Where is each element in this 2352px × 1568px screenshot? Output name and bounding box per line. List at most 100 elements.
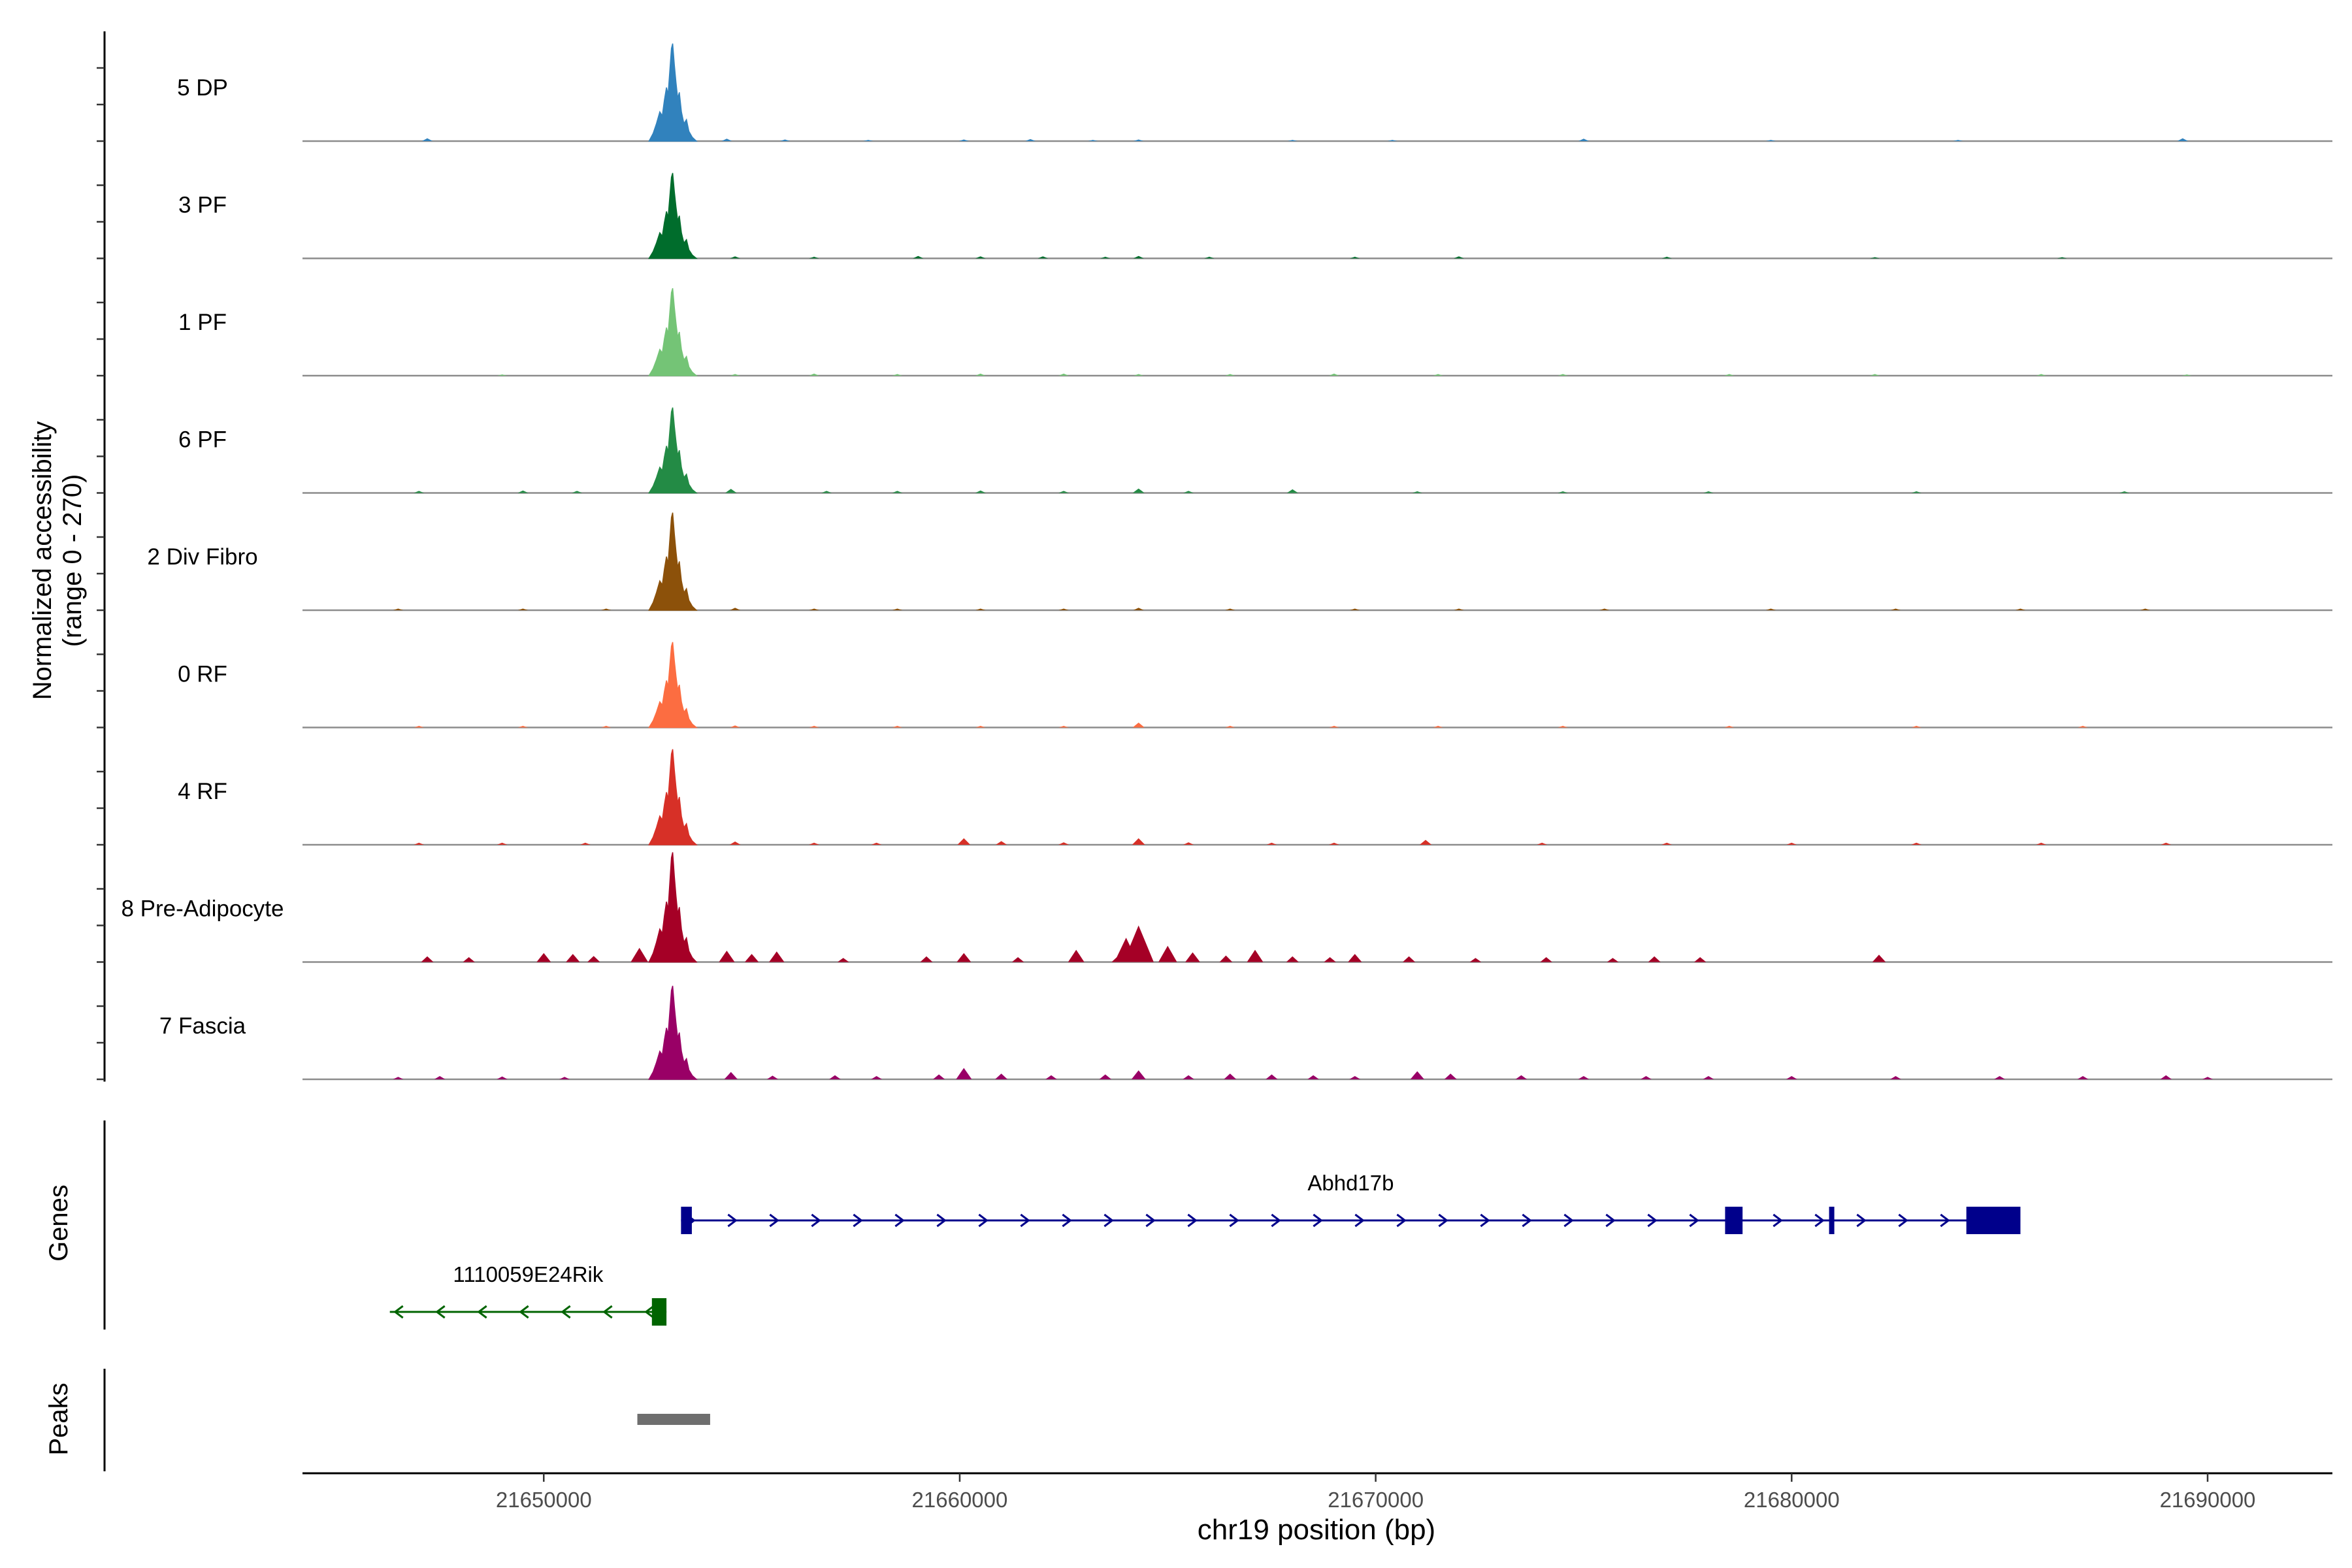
exon [681,1207,692,1234]
coverage-bump [892,726,903,728]
coverage-bump [809,842,819,845]
coverage-bump [517,608,529,610]
coverage-bump [2015,608,2026,610]
coverage-bump [1132,488,1145,493]
coverage-bump [1410,1071,1424,1079]
coverage-bump [414,491,425,493]
coverage-bump [725,489,737,493]
coverage-bump [1058,491,1069,493]
coverage-bump [996,841,1007,845]
coverage-bump [1641,1076,1652,1079]
coverage-bump [1454,256,1464,259]
coverage-bump [2140,608,2151,610]
strand-arrow [1313,1213,1323,1228]
coverage-bump [566,954,580,962]
coverage-bump [517,490,529,493]
coverage-bump [1058,842,1070,845]
strand-arrow [811,1213,821,1228]
track-label: 2 Div Fibro [147,544,257,570]
coverage-bump [497,374,508,376]
track-6-pf: 6 PF [178,407,2332,494]
coverage-bump [1329,842,1339,845]
coverage-bump [1703,1076,1714,1079]
coverage-bump [1266,1074,1278,1079]
track-8-pre-adipocyte: 8 Pre-Adipocyte [121,852,2332,963]
coverage-bump [1537,842,1548,845]
coverage-bump [730,608,741,610]
strand-arrow [1062,1213,1072,1228]
coverage-bump [1786,842,1797,845]
x-tick-label: 21670000 [1328,1488,1424,1512]
strand-arrow [435,1305,446,1319]
main-peak [648,852,698,963]
coverage-bump [809,608,819,610]
coverage-bump [1786,1076,1797,1079]
x-tick-label: 21660000 [912,1488,1008,1512]
coverage-bump [1433,726,1443,728]
coverage-bump [1185,952,1200,962]
coverage-bump [414,726,424,728]
coverage-bump [1515,1075,1527,1079]
exon [651,1298,667,1326]
coverage-bump [1578,1076,1590,1079]
coverage-bump [1134,374,1144,376]
coverage-bump [719,951,735,962]
gene-label: Abhd17b [1307,1171,1394,1195]
coverage-bump [779,139,791,141]
coverage-bump [1558,374,1568,376]
coverage-bump [1247,949,1264,962]
main-peak [648,985,698,1080]
coverage-bump [1869,374,1880,376]
coverage-bump [863,140,874,141]
coverage-bump [580,842,591,845]
coverage-bump [1890,1076,1901,1079]
coverage-bump [1558,726,1568,728]
track-4-rf: 4 RF [178,749,2332,846]
main-peak [648,512,698,611]
peak-region [637,1414,710,1425]
strand-arrow [1354,1213,1365,1228]
coverage-bump [1025,139,1036,141]
strand-arrow [936,1213,947,1228]
coverage-bump [871,842,882,845]
exon [1829,1207,1835,1234]
track-label: 1 PF [178,310,227,335]
coverage-bump [463,957,475,962]
coverage-bump [1558,491,1568,493]
track-label: 4 RF [178,779,227,804]
strand-arrow [1396,1213,1407,1228]
coverage-bump [1350,257,1360,259]
gene-1110059e24rik: 1110059E24Rik [389,1262,667,1326]
peaks-panel-title: Peaks [44,1382,73,1455]
coverage-bump [1058,608,1069,610]
strand-arrow [1940,1213,1950,1228]
coverage-bump [1387,140,1397,141]
coverage-bump [1133,608,1144,610]
coverage-bump [1724,726,1735,728]
coverage-bump [1058,373,1069,376]
coverage-bump [933,1074,945,1079]
coverage-bump [1350,608,1360,610]
coverage-bump [809,373,819,376]
coverage-bump [1037,256,1049,259]
track-label: 8 Pre-Adipocyte [121,896,284,922]
track-5-dp: 5 DP [177,43,2332,142]
coverage-bump [729,841,741,845]
strand-arrow [393,1305,404,1319]
coverage-bump [769,951,785,962]
coverage-bump [414,842,425,845]
track-0-rf: 0 RF [178,642,2332,728]
coverage-bump [601,608,612,610]
strand-arrow [1187,1213,1198,1228]
coverage-bump [497,842,508,845]
coverage-bump [1444,1073,1457,1079]
main-peak [648,407,698,494]
strand-arrow [1020,1213,1030,1228]
strand-arrow [1480,1213,1490,1228]
coverage-bump [975,373,986,376]
coverage-bump [892,491,903,493]
coverage-bump [572,491,583,493]
coverage-bump [1133,255,1144,259]
coverage-bump [1540,957,1552,962]
